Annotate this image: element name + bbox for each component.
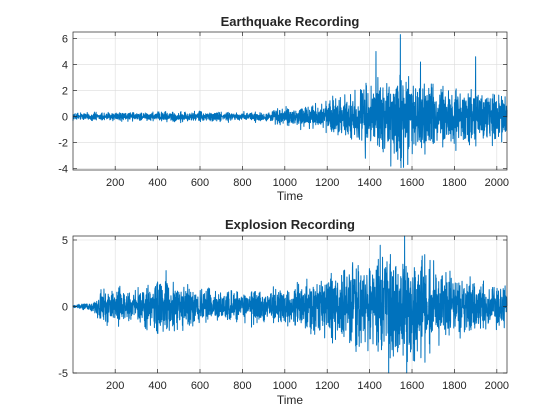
explosion-y-ticks: -5 0 5 — [58, 235, 507, 380]
earthquake-y-ticks: -4 -2 0 2 4 6 — [58, 34, 507, 176]
explosion-x-tick-label: 800 — [233, 380, 251, 392]
earthquake-x-tick-label: 1800 — [442, 177, 466, 189]
explosion-axes: Explosion Recording 200 400 600 800 1000 1200… — [58, 217, 509, 407]
explosion-x-tick-label: 400 — [148, 380, 166, 392]
earthquake-x-tick-label: 400 — [148, 177, 166, 189]
earthquake-x-tick-label: 1600 — [400, 177, 424, 189]
earthquake-axes: Earthquake Recording 200 400 600 800 1000 120… — [58, 14, 509, 203]
earthquake-x-tick-label: 1000 — [273, 177, 297, 189]
earthquake-title: Earthquake Recording — [221, 14, 360, 29]
earthquake-plot-frame — [72, 31, 508, 171]
earthquake-y-tick-label: 0 — [62, 112, 68, 124]
explosion-x-tick-label: 1000 — [273, 380, 297, 392]
explosion-x-tick-label: 200 — [106, 380, 124, 392]
earthquake-y-tick-label: -4 — [58, 164, 68, 176]
explosion-x-tick-label: 1200 — [315, 380, 339, 392]
explosion-x-tick-label: 1400 — [357, 380, 381, 392]
earthquake-y-tick-label: 6 — [62, 34, 68, 46]
earthquake-x-tick-label: 1400 — [357, 177, 381, 189]
earthquake-y-tick-label: -2 — [58, 138, 68, 150]
earthquake-x-tick-label: 600 — [191, 177, 209, 189]
explosion-title: Explosion Recording — [225, 217, 355, 232]
earthquake-x-tick-label: 2000 — [485, 177, 509, 189]
earthquake-series-line — [72, 34, 508, 169]
earthquake-x-tick-label: 1200 — [315, 177, 339, 189]
explosion-x-tick-label: 1600 — [400, 380, 424, 392]
explosion-x-tick-label: 1800 — [442, 380, 466, 392]
explosion-plot-frame — [72, 235, 508, 374]
earthquake-x-ticks: 200 400 600 800 1000 1200 1400 1600 1800 2000 — [106, 32, 509, 189]
earthquake-x-tick-label: 800 — [233, 177, 251, 189]
explosion-series-line — [72, 235, 508, 374]
earthquake-x-tick-label: 200 — [106, 177, 124, 189]
explosion-x-tick-label: 2000 — [485, 380, 509, 392]
earthquake-y-tick-label: 4 — [62, 60, 68, 72]
explosion-y-tick-label: 0 — [62, 301, 68, 313]
explosion-x-tick-label: 600 — [191, 380, 209, 392]
earthquake-y-tick-label: 2 — [62, 86, 68, 98]
earthquake-xlabel: Time — [277, 189, 304, 203]
explosion-y-tick-label: 5 — [62, 235, 68, 247]
explosion-x-ticks: 200 400 600 800 1000 1200 1400 1600 1800 2000 — [106, 236, 509, 392]
explosion-xlabel: Time — [277, 393, 304, 407]
explosion-y-tick-label: -5 — [58, 368, 68, 380]
